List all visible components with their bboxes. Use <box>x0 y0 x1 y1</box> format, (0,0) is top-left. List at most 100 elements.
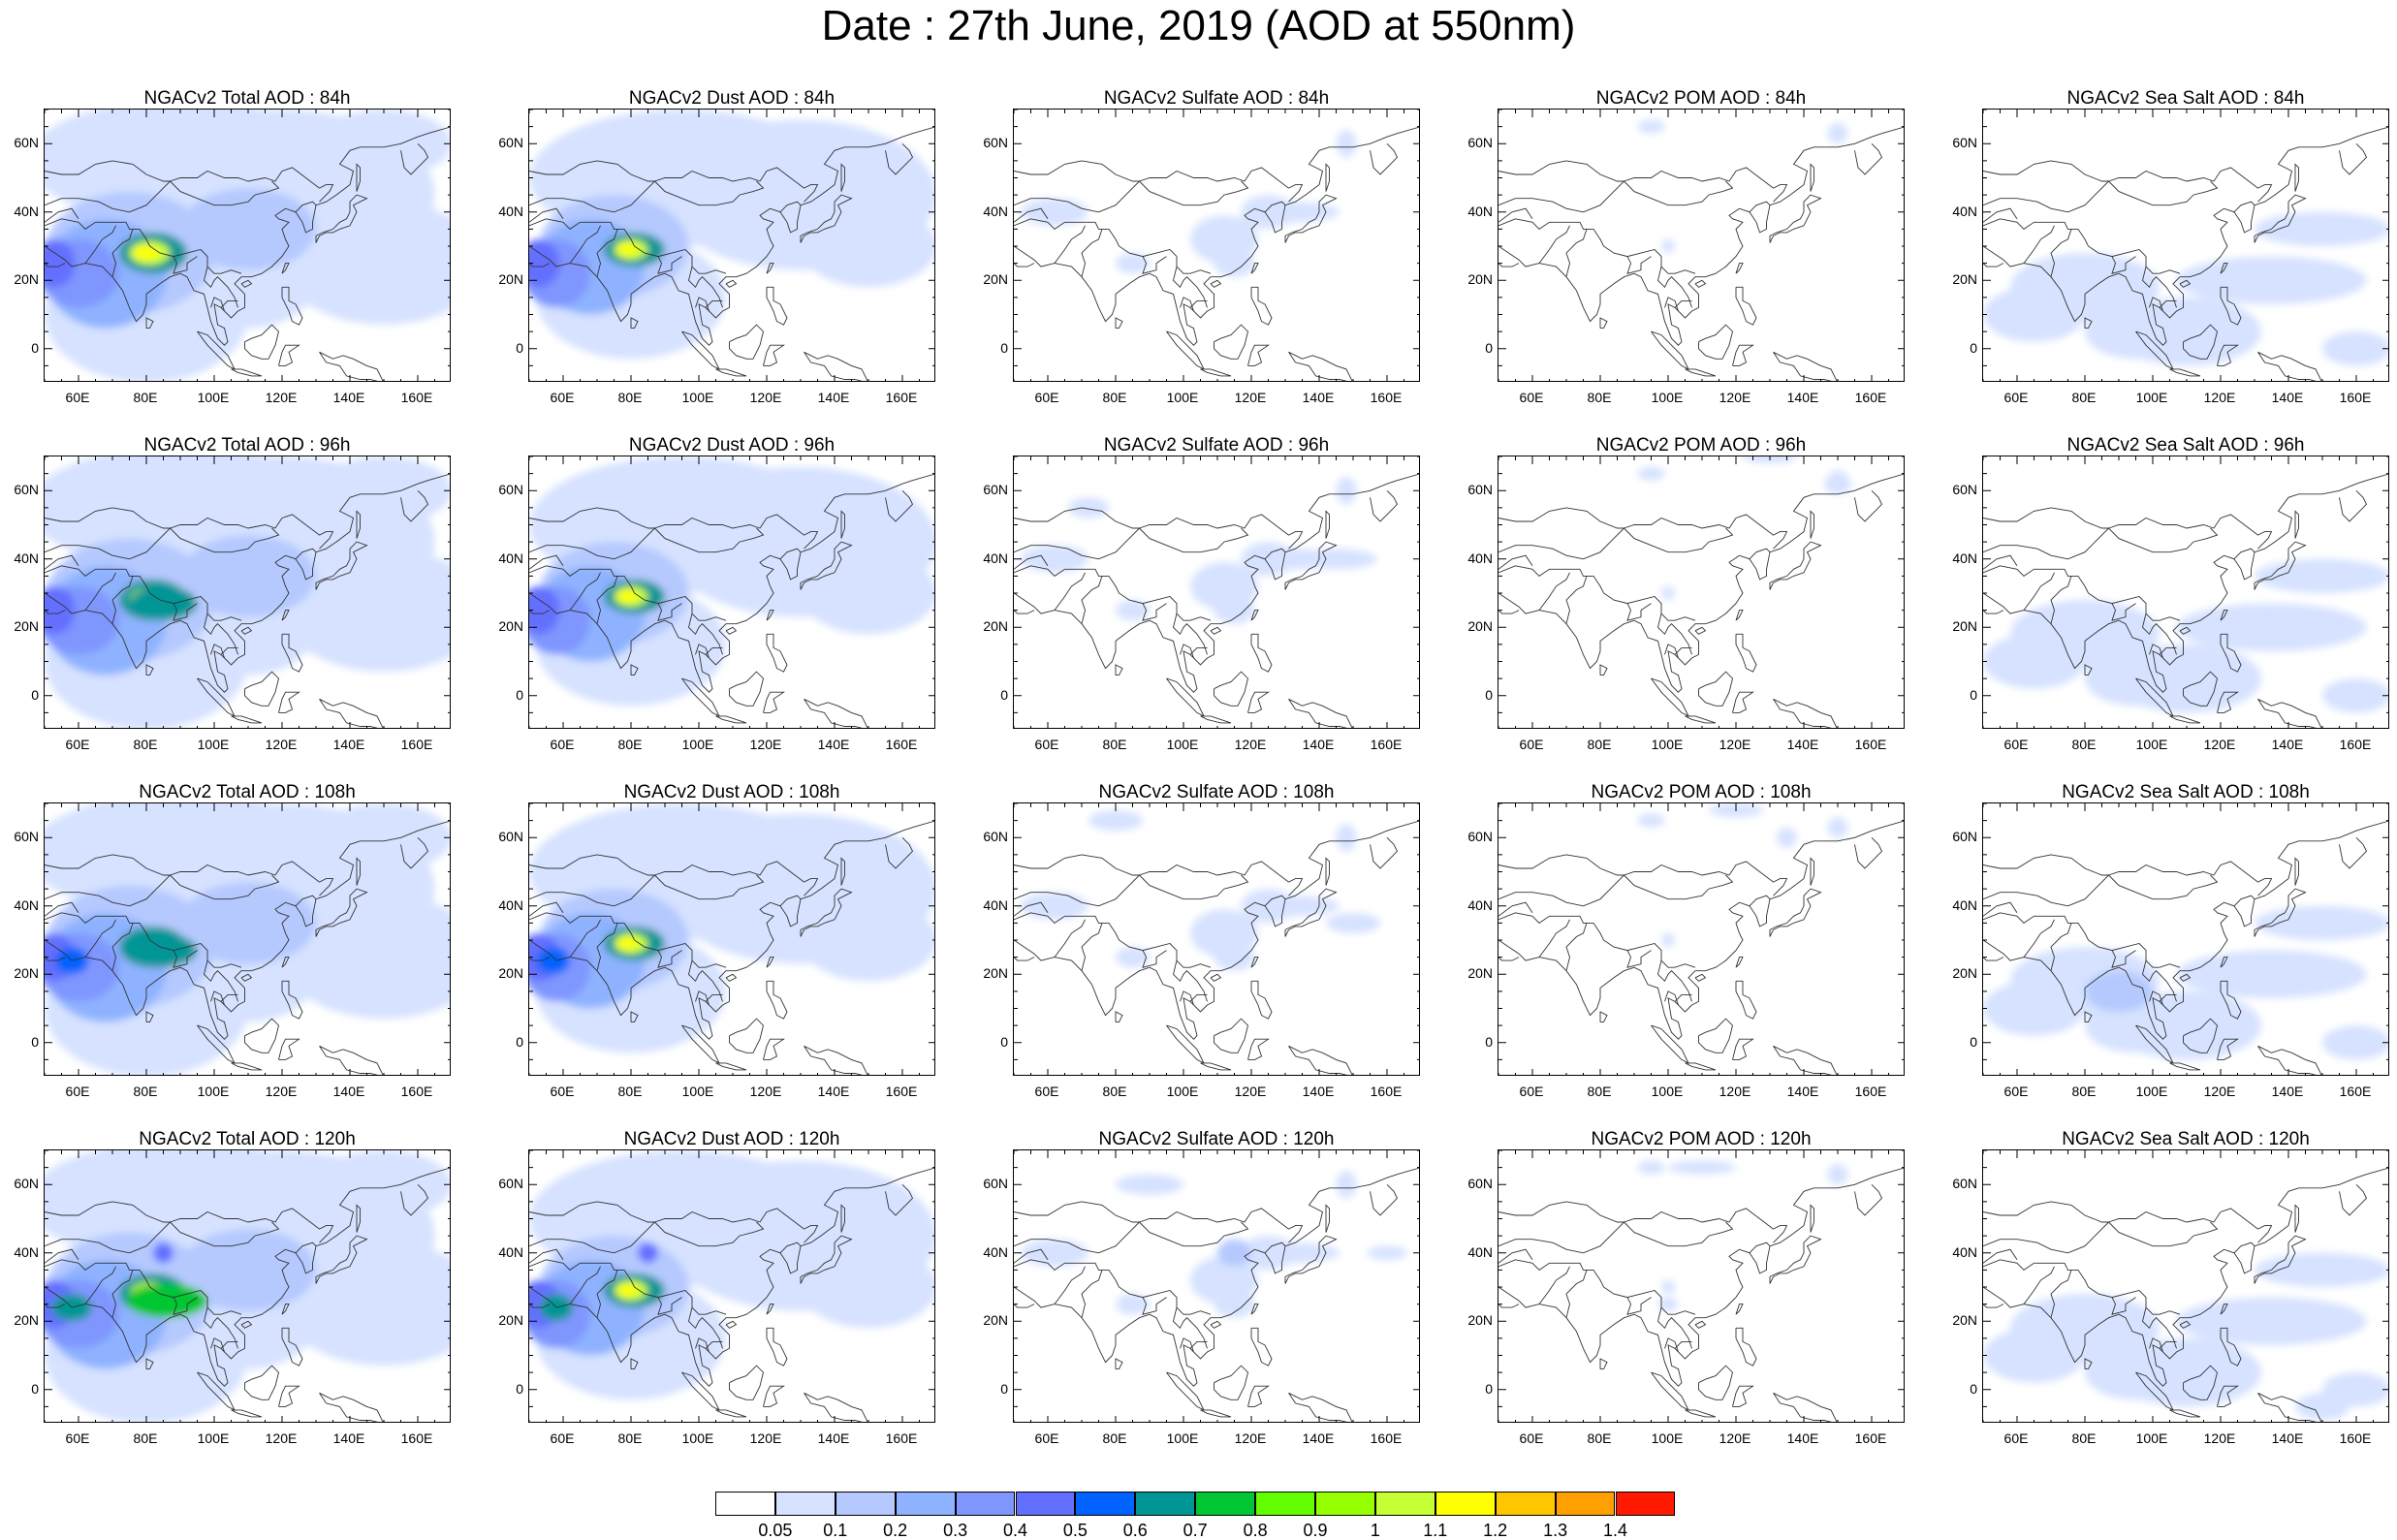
coast-line <box>2084 317 2093 330</box>
map-panel-sulfate-0: NGACv2 Sulfate AOD : 84h 60N 40N 20N 0 60E 80E… <box>983 87 1420 417</box>
axis-ticks <box>529 456 934 728</box>
coast-line <box>45 901 79 917</box>
lon-tick-label: 80E <box>1587 737 1612 752</box>
axis-ticks <box>1498 1150 1904 1422</box>
aod-patch <box>1336 1171 1357 1199</box>
map-panel-sulfate-2: NGACv2 Sulfate AOD : 108h 60N 40N 20N 0 60E 80… <box>983 781 1420 1111</box>
coast-line <box>725 626 738 635</box>
coast-line <box>84 919 116 958</box>
coast-line <box>2233 201 2255 213</box>
coast-line <box>1565 576 1588 624</box>
panel-title: NGACv2 Dust AOD : 108h <box>623 782 840 802</box>
coast-line <box>763 344 785 366</box>
lat-tick-label: 60N <box>1467 135 1493 151</box>
coast-line <box>2108 180 2219 206</box>
coast-line <box>2050 1270 2072 1318</box>
lat-tick-label: 0 <box>516 686 523 703</box>
coast-line <box>1769 888 1822 937</box>
coast-line <box>1694 1320 1707 1329</box>
panel-title: NGACv2 POM AOD : 96h <box>1595 435 1807 456</box>
lat-tick-label: 0 <box>31 686 39 703</box>
lon-tick-label: 80E <box>617 1084 643 1099</box>
coast-line <box>111 576 134 624</box>
coast-line <box>529 507 655 529</box>
coast-line <box>1247 344 1270 366</box>
lon-tick-label: 160E <box>2339 1084 2372 1099</box>
coast-line <box>1166 1024 1206 1064</box>
coast-line <box>569 919 601 958</box>
coast-line <box>529 1304 551 1308</box>
lat-tick-label: 20N <box>1952 965 1977 982</box>
colorbar-label: 0.5 <box>1062 1521 1088 1540</box>
aod-patch <box>1214 943 1255 971</box>
lat-tick-label: 40N <box>983 203 1008 219</box>
aod-field <box>1983 558 2388 713</box>
map-frame <box>528 109 935 382</box>
coast-line <box>1983 554 2018 570</box>
coast-line <box>1735 1304 1744 1315</box>
coastlines <box>1014 126 1419 381</box>
lon-tick-label: 60E <box>550 737 575 752</box>
lon-tick-label: 60E <box>1519 737 1544 752</box>
lon-tick-label: 140E <box>2271 1084 2304 1099</box>
coast-line <box>1250 633 1273 673</box>
lon-tick-label: 100E <box>2135 1084 2168 1099</box>
coast-line <box>45 1304 66 1308</box>
aod-patch <box>1116 947 1150 968</box>
aod-map <box>1498 1150 1904 1422</box>
lon-tick-label: 80E <box>2071 1084 2097 1099</box>
lon-tick-label: 120E <box>265 1430 298 1446</box>
coast-line <box>1081 923 1103 971</box>
coast-line <box>1210 279 1222 288</box>
lon-tick-label: 100E <box>681 390 714 405</box>
lon-tick-label: 140E <box>332 390 365 405</box>
colorbar-label: 0.2 <box>883 1521 908 1540</box>
coast-line <box>1115 664 1123 676</box>
coast-line <box>1651 677 1690 717</box>
aod-field <box>529 1150 934 1400</box>
coast-line <box>278 344 300 366</box>
aod-field <box>1637 119 1848 254</box>
lat-tick-label: 0 <box>1970 339 1977 356</box>
coast-line <box>766 980 788 1020</box>
colorbar-swatch <box>1195 1492 1256 1516</box>
aod-field <box>1983 211 2388 366</box>
aod-patch <box>1637 466 1665 481</box>
coast-line <box>1735 1327 1757 1367</box>
aod-patch <box>2322 678 2388 713</box>
lon-tick-label: 160E <box>400 1430 433 1446</box>
coast-line <box>529 263 551 267</box>
coast-line <box>1288 351 1353 381</box>
coast-line <box>1983 160 2109 182</box>
map-panel-sulfate-1: NGACv2 Sulfate AOD : 96h 60N 40N 20N 0 60E 80E… <box>983 434 1420 764</box>
coast-line <box>2159 646 2177 655</box>
coast-line <box>1735 957 1744 968</box>
coast-line <box>1983 901 2018 917</box>
coast-line <box>715 1062 747 1071</box>
lon-tick-label: 120E <box>1719 737 1751 752</box>
coast-line <box>840 510 845 539</box>
coast-line <box>1200 368 1232 377</box>
coast-line <box>315 1235 368 1284</box>
coast-line <box>1657 266 1692 308</box>
coastlines <box>1983 820 2388 1075</box>
coast-line <box>1081 576 1103 624</box>
coast-line <box>729 1365 764 1400</box>
lon-tick-label: 160E <box>1370 390 1403 405</box>
coast-line <box>1014 1259 1212 1315</box>
lat-tick-label: 60N <box>983 135 1008 151</box>
lon-tick-label: 60E <box>1519 1084 1544 1099</box>
coast-line <box>1674 1340 1692 1349</box>
coast-line <box>295 548 317 560</box>
coast-line <box>763 1385 785 1407</box>
coastlines <box>1014 473 1419 728</box>
coast-line <box>1735 263 1744 274</box>
aod-patch <box>801 551 934 635</box>
aod-patch <box>2176 1297 2367 1345</box>
coast-line <box>1565 1270 1588 1318</box>
aod-map <box>529 1150 934 1422</box>
coast-line <box>885 142 914 175</box>
coast-line <box>2254 194 2307 243</box>
coast-line <box>529 167 819 213</box>
coast-line <box>1498 1259 1696 1315</box>
